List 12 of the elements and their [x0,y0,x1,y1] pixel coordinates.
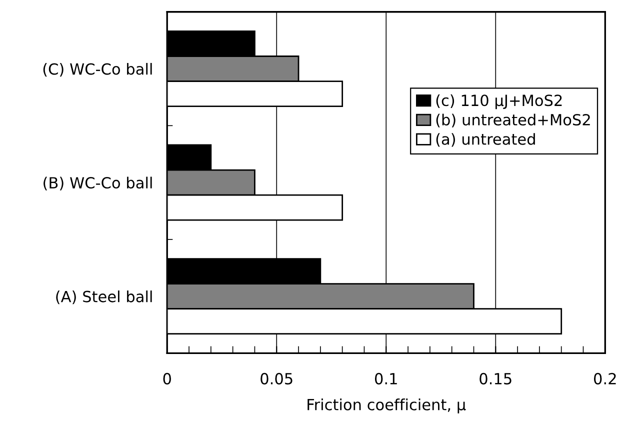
x-tick-label: 0.1 [374,372,397,384]
x-tick-label: 0 [163,372,171,384]
y-tick-label: (B) WC-Co ball [44,176,152,190]
y-tick-label: (A) Steel ball [56,290,152,304]
legend-label: (c) 110 μJ+MoS2 [436,94,562,110]
x-axis-title: Friction coefficient, μ [308,398,466,414]
legend-label: (b) untreated+MoS2 [436,114,590,128]
legend-label: (a) untreated [436,133,535,147]
x-tick-label: 0.05 [260,372,292,384]
y-tick-label: (C) WC-Co ball [43,62,152,77]
x-tick-label: 0.2 [594,372,616,384]
x-tick-label: 0.15 [480,372,512,384]
